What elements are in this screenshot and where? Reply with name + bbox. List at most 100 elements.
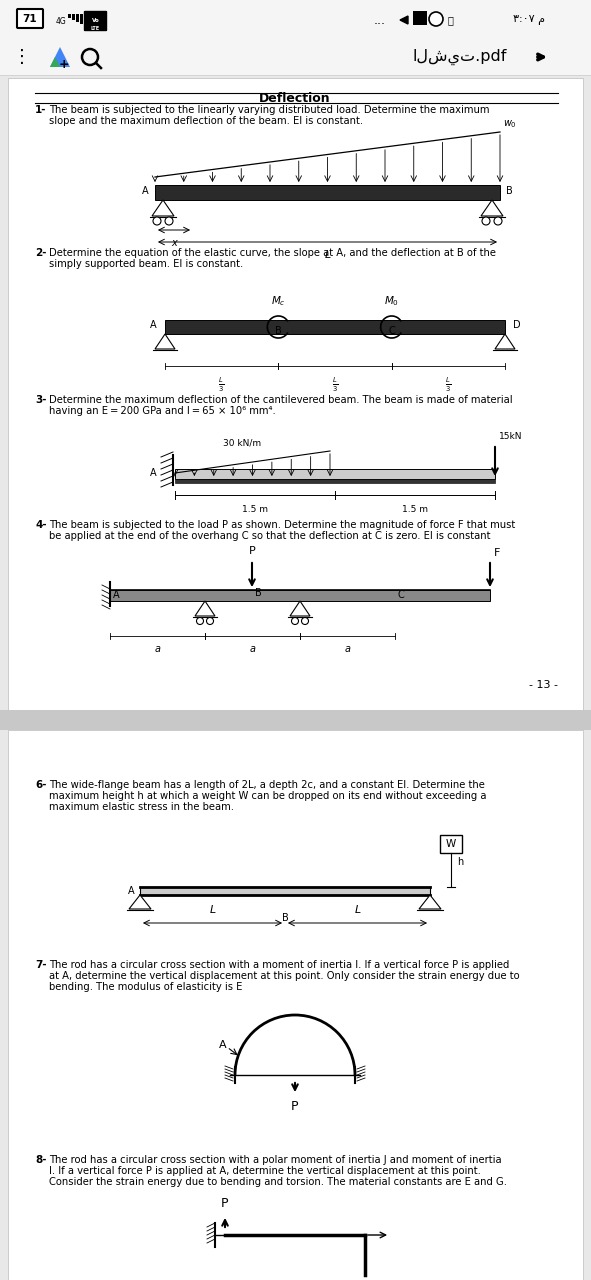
Bar bbox=[140, 887, 430, 895]
Text: The rod has a circular cross section with a polar moment of inertia J and moment: The rod has a circular cross section wit… bbox=[49, 1155, 502, 1165]
Text: Consider the strain energy due to bending and torsion. The material constants ar: Consider the strain energy due to bendin… bbox=[49, 1178, 507, 1187]
Text: a: a bbox=[249, 644, 255, 654]
Polygon shape bbox=[495, 334, 515, 349]
Circle shape bbox=[429, 12, 443, 26]
Text: a: a bbox=[345, 644, 350, 654]
Text: Vo: Vo bbox=[92, 18, 99, 23]
Polygon shape bbox=[129, 895, 151, 909]
Text: - 13 -: - 13 - bbox=[529, 680, 558, 690]
Text: a: a bbox=[154, 644, 161, 654]
Polygon shape bbox=[50, 47, 70, 67]
Circle shape bbox=[153, 218, 161, 225]
FancyBboxPatch shape bbox=[85, 12, 106, 31]
Text: be applied at the end of the overhang C so that the deflection at C is zero. EI : be applied at the end of the overhang C … bbox=[49, 531, 491, 541]
Text: B: B bbox=[255, 588, 261, 598]
Circle shape bbox=[291, 617, 298, 625]
Text: P: P bbox=[221, 1197, 229, 1210]
Polygon shape bbox=[152, 200, 174, 216]
Circle shape bbox=[196, 617, 203, 625]
Text: 30 kN/m: 30 kN/m bbox=[223, 438, 262, 447]
Text: x: x bbox=[171, 238, 177, 248]
Text: Determine the maximum deflection of the cantilevered beam. The beam is made of m: Determine the maximum deflection of the … bbox=[49, 396, 512, 404]
Text: L: L bbox=[355, 905, 361, 915]
Bar bbox=[165, 320, 505, 334]
Text: P: P bbox=[291, 1100, 298, 1114]
FancyBboxPatch shape bbox=[17, 9, 43, 28]
Text: Deflection: Deflection bbox=[259, 91, 331, 105]
Text: LTE: LTE bbox=[91, 26, 100, 31]
Text: I. If a vertical force P is applied at A, determine the vertical displacement at: I. If a vertical force P is applied at A… bbox=[49, 1166, 481, 1176]
Text: $\frac{L}{3}$: $\frac{L}{3}$ bbox=[332, 376, 338, 394]
Text: The wide-flange beam has a length of 2L, a depth 2c, and a constant EI. Determin: The wide-flange beam has a length of 2L,… bbox=[49, 780, 485, 790]
Text: A: A bbox=[219, 1039, 227, 1050]
Text: 8-: 8- bbox=[35, 1155, 47, 1165]
Text: $M_c$: $M_c$ bbox=[271, 294, 286, 308]
Text: 7-: 7- bbox=[35, 960, 47, 970]
Text: 1-: 1- bbox=[35, 105, 47, 115]
Text: D: D bbox=[513, 320, 521, 330]
Text: L: L bbox=[209, 905, 216, 915]
Text: A: A bbox=[150, 468, 157, 477]
Text: $\frac{L}{3}$: $\frac{L}{3}$ bbox=[219, 376, 225, 394]
Text: maximum elastic stress in the beam.: maximum elastic stress in the beam. bbox=[49, 803, 234, 812]
Text: having an E = 200 GPa and I = 65 × 10⁶ mm⁴.: having an E = 200 GPa and I = 65 × 10⁶ m… bbox=[49, 406, 276, 416]
Text: 6-: 6- bbox=[35, 780, 47, 790]
FancyBboxPatch shape bbox=[8, 730, 583, 1280]
Text: 4-: 4- bbox=[35, 520, 47, 530]
Polygon shape bbox=[419, 895, 441, 909]
Circle shape bbox=[301, 617, 309, 625]
Bar bbox=[72, 14, 75, 20]
Text: $\frac{L}{3}$: $\frac{L}{3}$ bbox=[445, 376, 452, 394]
Bar bbox=[155, 186, 500, 200]
Text: 15kN: 15kN bbox=[499, 431, 522, 442]
Text: C: C bbox=[388, 326, 395, 335]
Text: 3-: 3- bbox=[35, 396, 47, 404]
Circle shape bbox=[165, 218, 173, 225]
Text: A: A bbox=[113, 590, 119, 600]
Text: The beam is subjected to the linearly varying distributed load. Determine the ma: The beam is subjected to the linearly va… bbox=[49, 105, 489, 115]
Text: Determine the equation of the elastic curve, the slope at A, and the deflection : Determine the equation of the elastic cu… bbox=[49, 248, 496, 259]
Text: maximum height h at which a weight W can be dropped on its end without exceeding: maximum height h at which a weight W can… bbox=[49, 791, 486, 801]
Text: slope and the maximum deflection of the beam. EI is constant.: slope and the maximum deflection of the … bbox=[49, 116, 363, 125]
Text: $M_0$: $M_0$ bbox=[384, 294, 399, 308]
Text: 4G: 4G bbox=[56, 18, 67, 27]
Text: C: C bbox=[398, 590, 405, 600]
Text: The rod has a circular cross section with a moment of inertia I. If a vertical f: The rod has a circular cross section wit… bbox=[49, 960, 509, 970]
Text: A: A bbox=[128, 886, 135, 896]
Bar bbox=[0, 710, 591, 730]
Circle shape bbox=[482, 218, 490, 225]
Bar bbox=[175, 468, 495, 479]
Text: W: W bbox=[446, 838, 456, 849]
Bar bbox=[0, 0, 591, 38]
Text: 🔔: 🔔 bbox=[447, 15, 453, 26]
Text: A: A bbox=[142, 186, 149, 196]
Polygon shape bbox=[400, 15, 408, 24]
Bar bbox=[413, 12, 427, 26]
Text: B: B bbox=[282, 913, 288, 923]
Text: 1.5 m: 1.5 m bbox=[242, 506, 268, 515]
Text: 71: 71 bbox=[22, 14, 37, 24]
Text: h: h bbox=[457, 858, 463, 867]
Polygon shape bbox=[481, 200, 503, 216]
Polygon shape bbox=[50, 58, 60, 67]
Bar bbox=[175, 479, 495, 483]
Text: The beam is subjected to the load P as shown. Determine the magnitude of force F: The beam is subjected to the load P as s… bbox=[49, 520, 515, 530]
Text: P: P bbox=[249, 547, 255, 556]
Bar bbox=[68, 14, 71, 18]
Text: $w_0$: $w_0$ bbox=[503, 118, 517, 131]
Bar bbox=[76, 14, 79, 22]
Circle shape bbox=[494, 218, 502, 225]
Text: B: B bbox=[275, 326, 282, 335]
Bar bbox=[110, 590, 490, 602]
Text: الشيت.pdf: الشيت.pdf bbox=[413, 49, 507, 65]
Text: 1.5 m: 1.5 m bbox=[402, 506, 428, 515]
Text: bending. The modulus of elasticity is E: bending. The modulus of elasticity is E bbox=[49, 982, 242, 992]
FancyBboxPatch shape bbox=[8, 78, 583, 710]
Polygon shape bbox=[155, 334, 175, 349]
Polygon shape bbox=[195, 602, 215, 616]
Text: ...: ... bbox=[374, 14, 386, 27]
Text: +: + bbox=[59, 59, 69, 72]
Bar bbox=[80, 14, 83, 24]
Text: ⋮: ⋮ bbox=[13, 47, 31, 67]
FancyBboxPatch shape bbox=[440, 835, 462, 852]
